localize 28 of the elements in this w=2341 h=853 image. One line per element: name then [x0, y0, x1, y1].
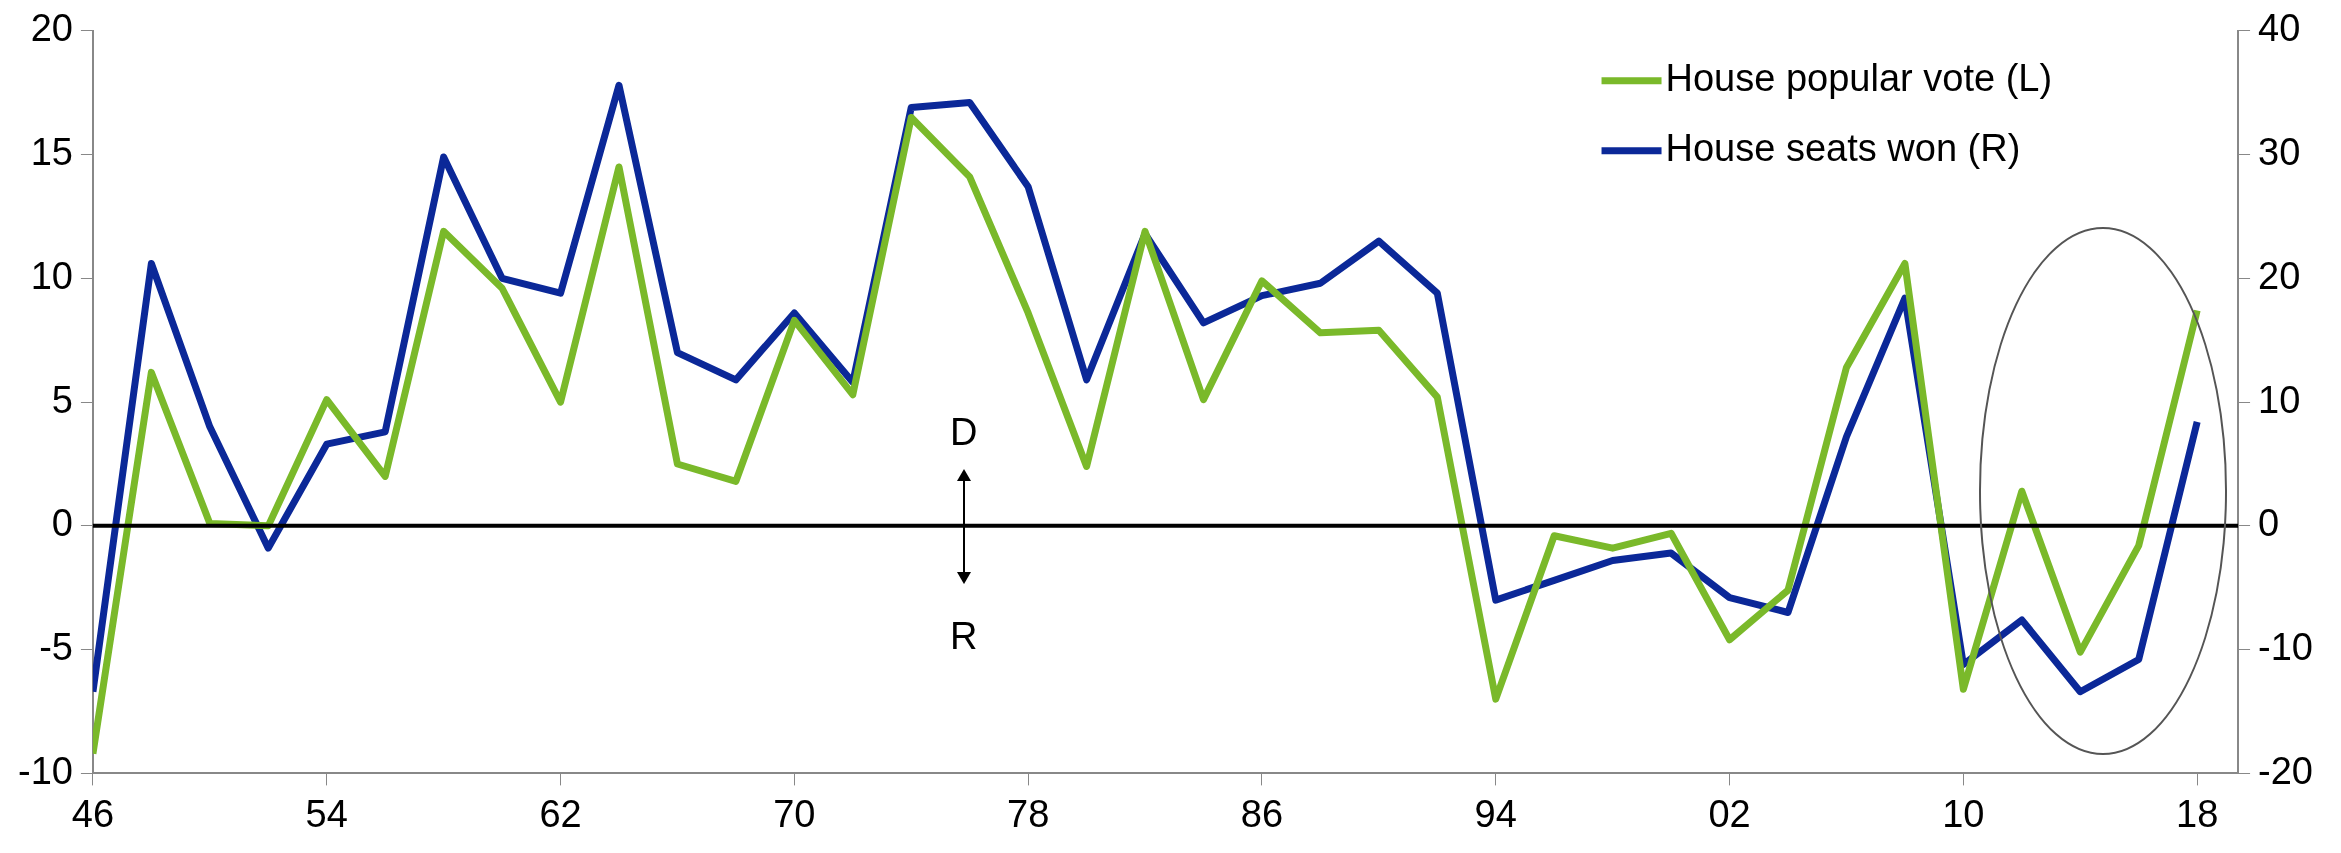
- x-tick-label: 54: [305, 792, 348, 835]
- y-tick-label: -10: [18, 749, 73, 792]
- annotation: R: [950, 614, 978, 658]
- x-tick-label: 70: [773, 792, 816, 835]
- y-tick-label: 15: [30, 131, 73, 174]
- y-tick-label: 20: [30, 7, 73, 50]
- y2-tick-label: 20: [2258, 254, 2301, 297]
- x-tick-label: 46: [71, 792, 115, 835]
- y2-tick-label: -20: [2258, 749, 2313, 792]
- x-tick-label: 18: [2176, 792, 2219, 835]
- x-tick-label: 10: [1942, 792, 1985, 835]
- y2-tick-label: -10: [2258, 626, 2313, 669]
- legend-label: House popular vote (L): [1665, 57, 2053, 100]
- legend-label: House seats won (R): [1665, 127, 2021, 170]
- x-tick-label: 62: [539, 792, 582, 835]
- x-tick-label: 78: [1007, 792, 1050, 835]
- y2-tick-label: 0: [2258, 502, 2280, 545]
- y-tick-label: 0: [51, 502, 73, 545]
- y-tick-label: -5: [39, 626, 73, 669]
- x-tick-label: 02: [1708, 792, 1751, 835]
- y2-tick-label: 40: [2258, 7, 2301, 50]
- y-tick-label: 5: [51, 378, 73, 421]
- y2-tick-label: 30: [2258, 131, 2301, 174]
- y2-tick-label: 10: [2258, 378, 2301, 421]
- x-tick-label: 94: [1474, 792, 1517, 835]
- annotation: D: [950, 410, 978, 454]
- x-tick-label: 86: [1240, 792, 1284, 835]
- y-tick-label: 10: [30, 254, 73, 297]
